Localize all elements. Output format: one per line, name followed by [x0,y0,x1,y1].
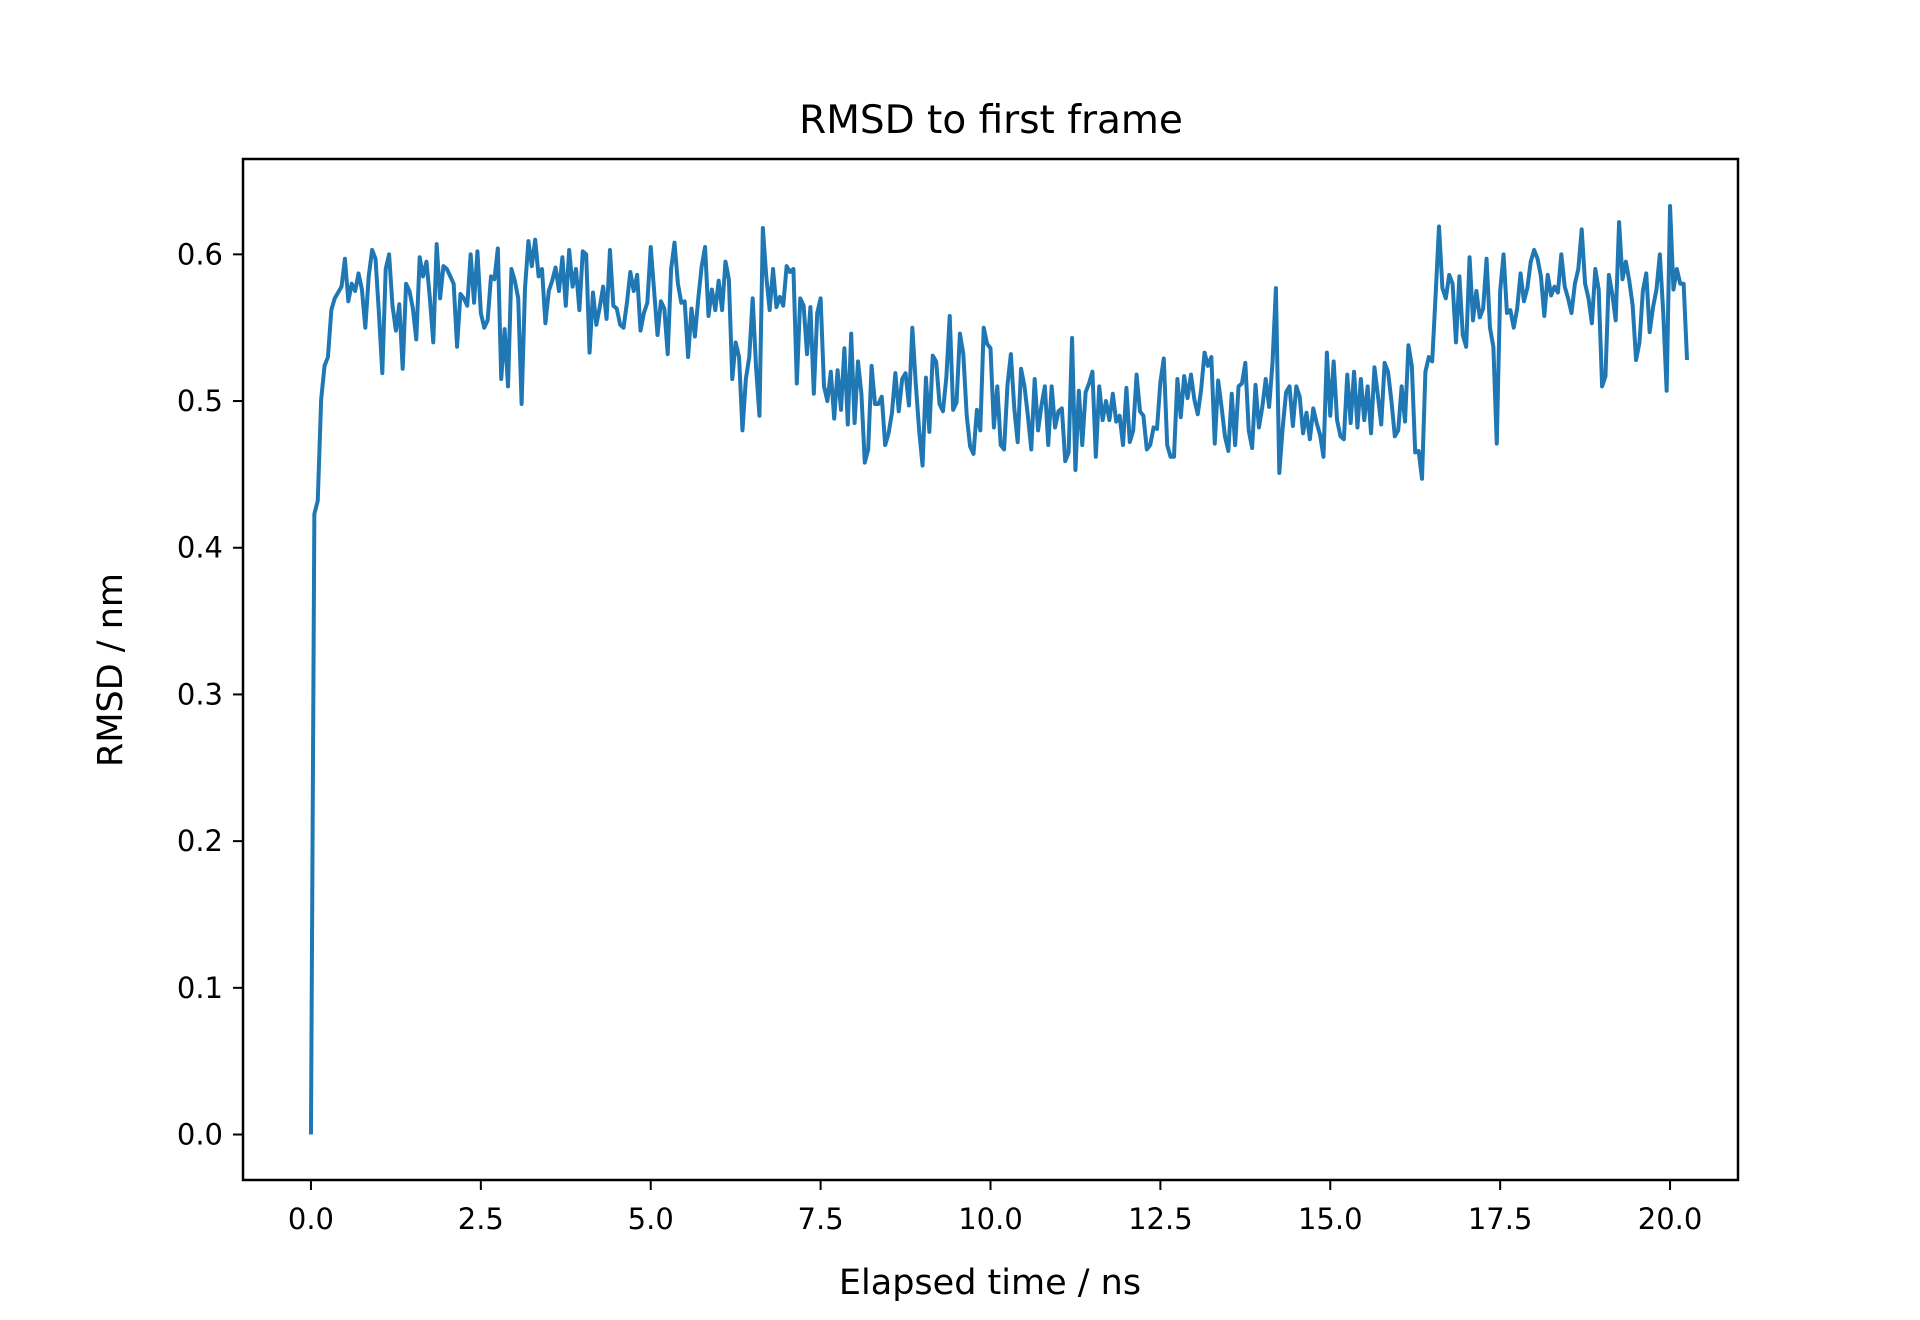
x-tick-label: 20.0 [1638,1202,1703,1236]
x-tick-label: 17.5 [1468,1202,1533,1236]
rmsd-series-line [308,203,1690,1135]
x-tick-label: 2.5 [458,1202,504,1236]
x-tick-label: 12.5 [1128,1202,1193,1236]
y-tick-label: 0.6 [177,237,223,271]
x-tick-label: 0.0 [288,1202,334,1236]
y-axis: 0.0 0.1 0.2 0.3 0.4 0.5 0.6 [177,237,243,1152]
x-axis-label: Elapsed time / ns [839,1263,1141,1303]
x-tick-label: 7.5 [798,1202,844,1236]
y-tick-label: 0.5 [177,384,223,418]
y-tick-label: 0.1 [177,971,223,1005]
y-axis-label: RMSD / nm [91,573,131,767]
x-tick-label: 10.0 [958,1202,1023,1236]
x-tick-label: 15.0 [1298,1202,1363,1236]
x-axis: 0.0 2.5 5.0 7.5 10.0 12.5 15.0 17.5 20.0 [288,1180,1702,1236]
y-tick-label: 0.0 [177,1118,223,1152]
y-tick-label: 0.3 [177,677,223,711]
chart-title: RMSD to first frame [799,98,1183,143]
y-tick-label: 0.2 [177,824,223,858]
x-tick-label: 5.0 [628,1202,674,1236]
y-tick-label: 0.4 [177,531,223,565]
